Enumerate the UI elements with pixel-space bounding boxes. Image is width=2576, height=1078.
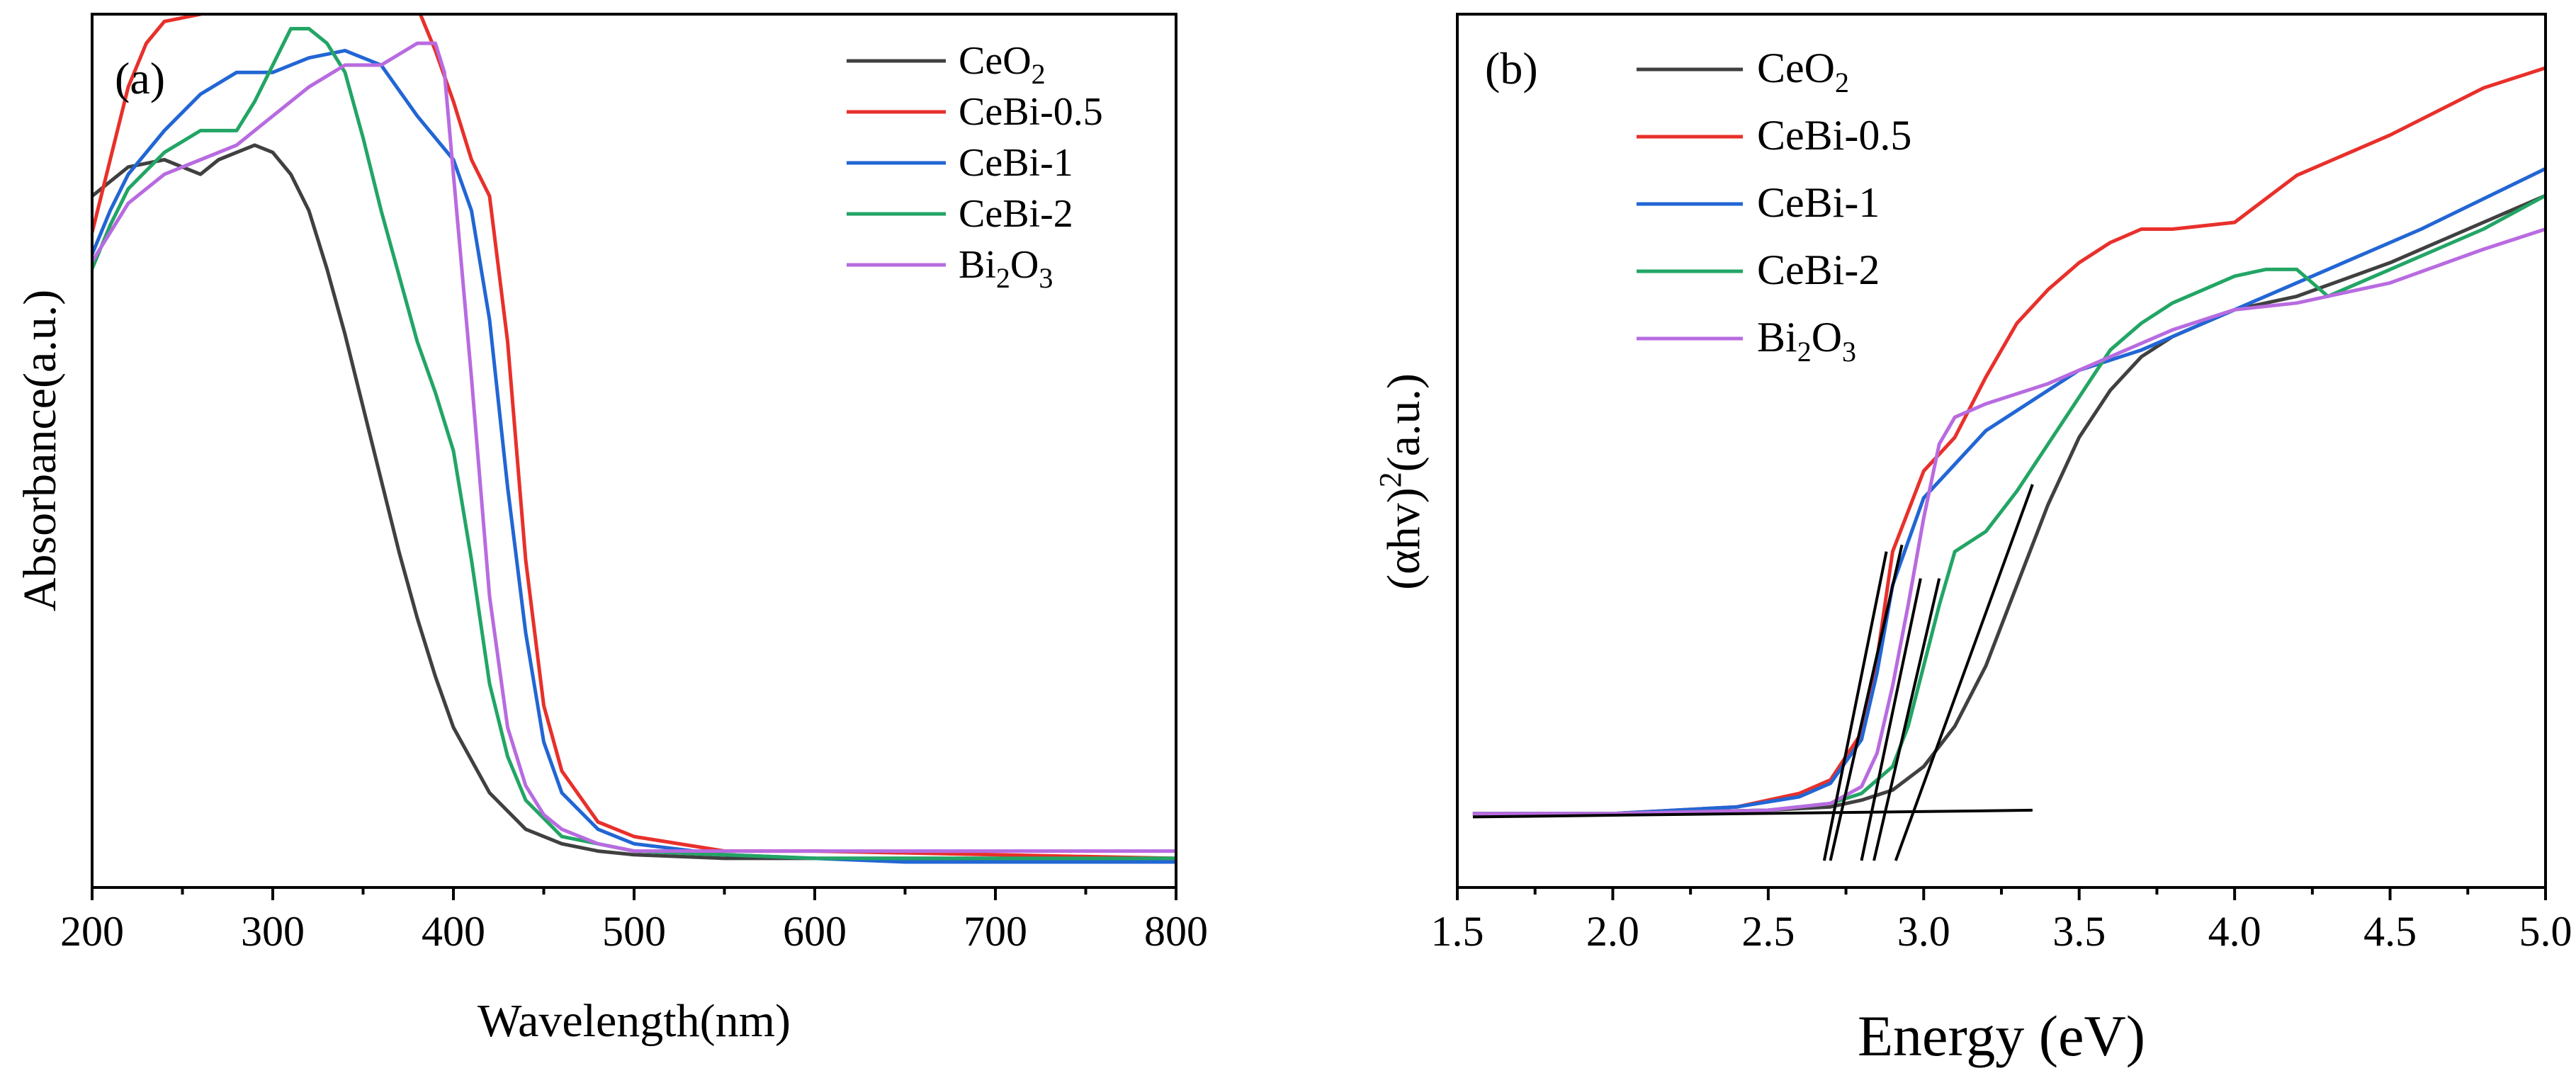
panel-b-tangent-line-3: [1872, 578, 1941, 861]
panel-a-x-axis-title: Wavelength(nm): [478, 995, 791, 1047]
panel-b-label: (b): [1485, 43, 1538, 93]
legend-subscript: 2: [996, 262, 1010, 294]
legend-subscript: 2: [1032, 58, 1046, 90]
panel-b-plot-area: [1472, 66, 2544, 861]
panel-b-x-tick-label-3: 3.0: [1897, 908, 1950, 955]
panel-b-x-tick-label-5: 4.0: [2208, 908, 2261, 955]
legend-name: Bi: [1757, 314, 1797, 361]
panel-b-y-title-sup: 2: [1373, 472, 1408, 487]
panel-a-y-axis-title: Absorbance(a.u.): [14, 290, 66, 611]
panel-a-x-tick-label-1: 300: [241, 908, 305, 955]
panel-a-x-tick-label-5: 700: [964, 908, 1027, 955]
panel-b-x-tick-label-7: 5.0: [2519, 908, 2572, 955]
legend-name: CeBi-2: [1757, 246, 1880, 293]
legend-name: CeBi-2: [959, 192, 1073, 236]
panel-a-legend-label-0: CeO2: [959, 39, 1046, 90]
panel-a-series-0: [94, 143, 1175, 861]
panel-a-x-tick-label-3: 500: [602, 908, 666, 955]
panel-b-legend-label-3: CeBi-2: [1757, 246, 1880, 293]
legend-name: CeBi-1: [1757, 179, 1880, 226]
panel-b-legend-label-2: CeBi-1: [1757, 179, 1880, 226]
panel-a-x-tick-label-6: 800: [1144, 908, 1208, 955]
panel-b-x-tick-label-4: 3.5: [2052, 908, 2106, 955]
panel-a-series-1: [94, 16, 1175, 861]
panel-b-legend-label-0: CeO2: [1757, 45, 1849, 98]
panel-b-y-axis-title: (αhv)2(a.u.): [1373, 373, 1430, 590]
panel-b-tangent-line-1: [1829, 544, 1904, 861]
panel-a-x-ticks: 200 300 400 500 600 700 800: [60, 887, 1208, 955]
legend-name: CeBi-0.5: [1757, 112, 1911, 159]
legend-name: CeO: [1757, 45, 1835, 91]
legend-name: CeO: [959, 39, 1032, 83]
panel-b-y-title-main: (αhv): [1378, 487, 1430, 590]
panel-b-baseline: [1472, 808, 2033, 819]
panel-a-legend-label-4: Bi2O3: [959, 243, 1053, 294]
panel-b-x-tick-label-1: 2.0: [1586, 908, 1639, 955]
panel-a-label: (a): [115, 53, 165, 103]
panel-b-series-4: [1472, 227, 2544, 816]
panel-a-legend-label-2: CeBi-1: [959, 141, 1073, 185]
panel-a-plot-area: [94, 16, 1175, 864]
panel-b-x-tick-label-0: 1.5: [1431, 908, 1484, 955]
panel-a-x-tick-label-2: 400: [422, 908, 485, 955]
panel-a-x-tick-label-4: 600: [783, 908, 847, 955]
panel-b-legend-label-4: Bi2O3: [1757, 314, 1856, 368]
panel-a-x-tick-label-0: 200: [60, 908, 124, 955]
panel-b-frame: [1456, 13, 2547, 889]
panel-a-series-4: [94, 41, 1175, 853]
legend-subscript: 2: [1835, 67, 1849, 98]
panel-b-series-1: [1472, 66, 2544, 816]
panel-b-y-title-tail: (a.u.): [1378, 373, 1430, 472]
panel-b-tangent-line-0: [1822, 551, 1888, 861]
legend-name-part2: O: [1812, 314, 1842, 361]
legend-name: CeBi-0.5: [959, 90, 1103, 134]
legend-name-part2: O: [1010, 243, 1039, 287]
legend-name: CeBi-1: [959, 141, 1073, 185]
panel-a: 200 300 400 500 600 700 800 (a) Wavelength(nm)…: [14, 13, 1208, 1047]
panel-b-series-0: [1472, 194, 2544, 816]
panel-a-legend-label-1: CeBi-0.5: [959, 90, 1103, 134]
legend-subscript: 2: [1797, 336, 1812, 368]
panel-b-series-3: [1472, 194, 2544, 816]
panel-a-legend-label-3: CeBi-2: [959, 192, 1073, 236]
panel-b-tangent-line-4: [1894, 484, 2034, 861]
legend-subscript-2: 3: [1039, 262, 1053, 294]
legend-name: Bi: [959, 243, 996, 287]
panel-b: 1.5 2.0 2.5 3.0 3.5 4.0 4.5 5.0 (b) Energy (eV)…: [1373, 13, 2572, 1068]
panel-b-x-ticks: 1.5 2.0 2.5 3.0 3.5 4.0 4.5 5.0: [1431, 887, 2572, 955]
panel-b-x-axis-title: Energy (eV): [1858, 1004, 2145, 1068]
panel-b-x-tick-label-2: 2.5: [1741, 908, 1795, 955]
panel-b-x-tick-label-6: 4.5: [2363, 908, 2417, 955]
panel-b-tangent-line-2: [1860, 578, 1922, 861]
panel-b-legend-label-1: CeBi-0.5: [1757, 112, 1911, 159]
legend-subscript-2: 3: [1842, 336, 1856, 368]
